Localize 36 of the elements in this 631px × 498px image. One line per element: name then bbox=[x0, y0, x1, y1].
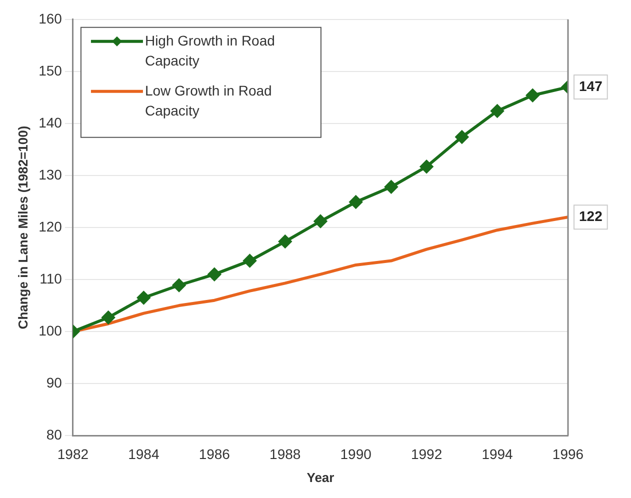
point bbox=[455, 130, 468, 144]
point bbox=[349, 196, 362, 209]
x-tick-label: 1986 bbox=[198, 446, 230, 462]
y-tick-label: 100 bbox=[38, 322, 62, 338]
x-tick-label: 1996 bbox=[552, 446, 584, 462]
x-tick-label: 1994 bbox=[482, 446, 514, 462]
data-label: 147 bbox=[579, 78, 603, 94]
point bbox=[172, 278, 186, 292]
point bbox=[490, 104, 504, 118]
point bbox=[384, 180, 398, 194]
x-axis-title: Year bbox=[306, 470, 334, 485]
y-tick-label: 110 bbox=[40, 270, 62, 286]
x-tick-label: 1992 bbox=[410, 446, 442, 462]
y-tick-label: 90 bbox=[46, 374, 62, 390]
legend-label: Low Growth in Road Capacity bbox=[144, 82, 272, 118]
x-tick-label: 1984 bbox=[128, 446, 160, 462]
x-tick-label: 1982 bbox=[57, 446, 89, 462]
point bbox=[420, 160, 434, 174]
y-tick-label: 150 bbox=[38, 62, 62, 78]
x-tick-label: 1988 bbox=[270, 446, 301, 462]
y-tick-label: 160 bbox=[38, 10, 62, 26]
y-tick-label: 120 bbox=[38, 218, 62, 234]
y-tick-label: 80 bbox=[46, 426, 62, 442]
point bbox=[208, 268, 221, 281]
x-tick-label: 1990 bbox=[340, 446, 372, 462]
point bbox=[243, 254, 256, 268]
data-label: 122 bbox=[579, 208, 603, 224]
y-axis-title: Change in Lane Miles (1982=100) bbox=[15, 126, 30, 330]
y-tick-label: 140 bbox=[38, 114, 62, 130]
point bbox=[137, 291, 150, 304]
point bbox=[314, 214, 327, 228]
point bbox=[526, 88, 540, 102]
legend-label: High Growth in Road Capacity bbox=[144, 32, 275, 68]
y-tick-label: 130 bbox=[38, 166, 62, 182]
point bbox=[278, 235, 292, 248]
point bbox=[102, 311, 115, 324]
